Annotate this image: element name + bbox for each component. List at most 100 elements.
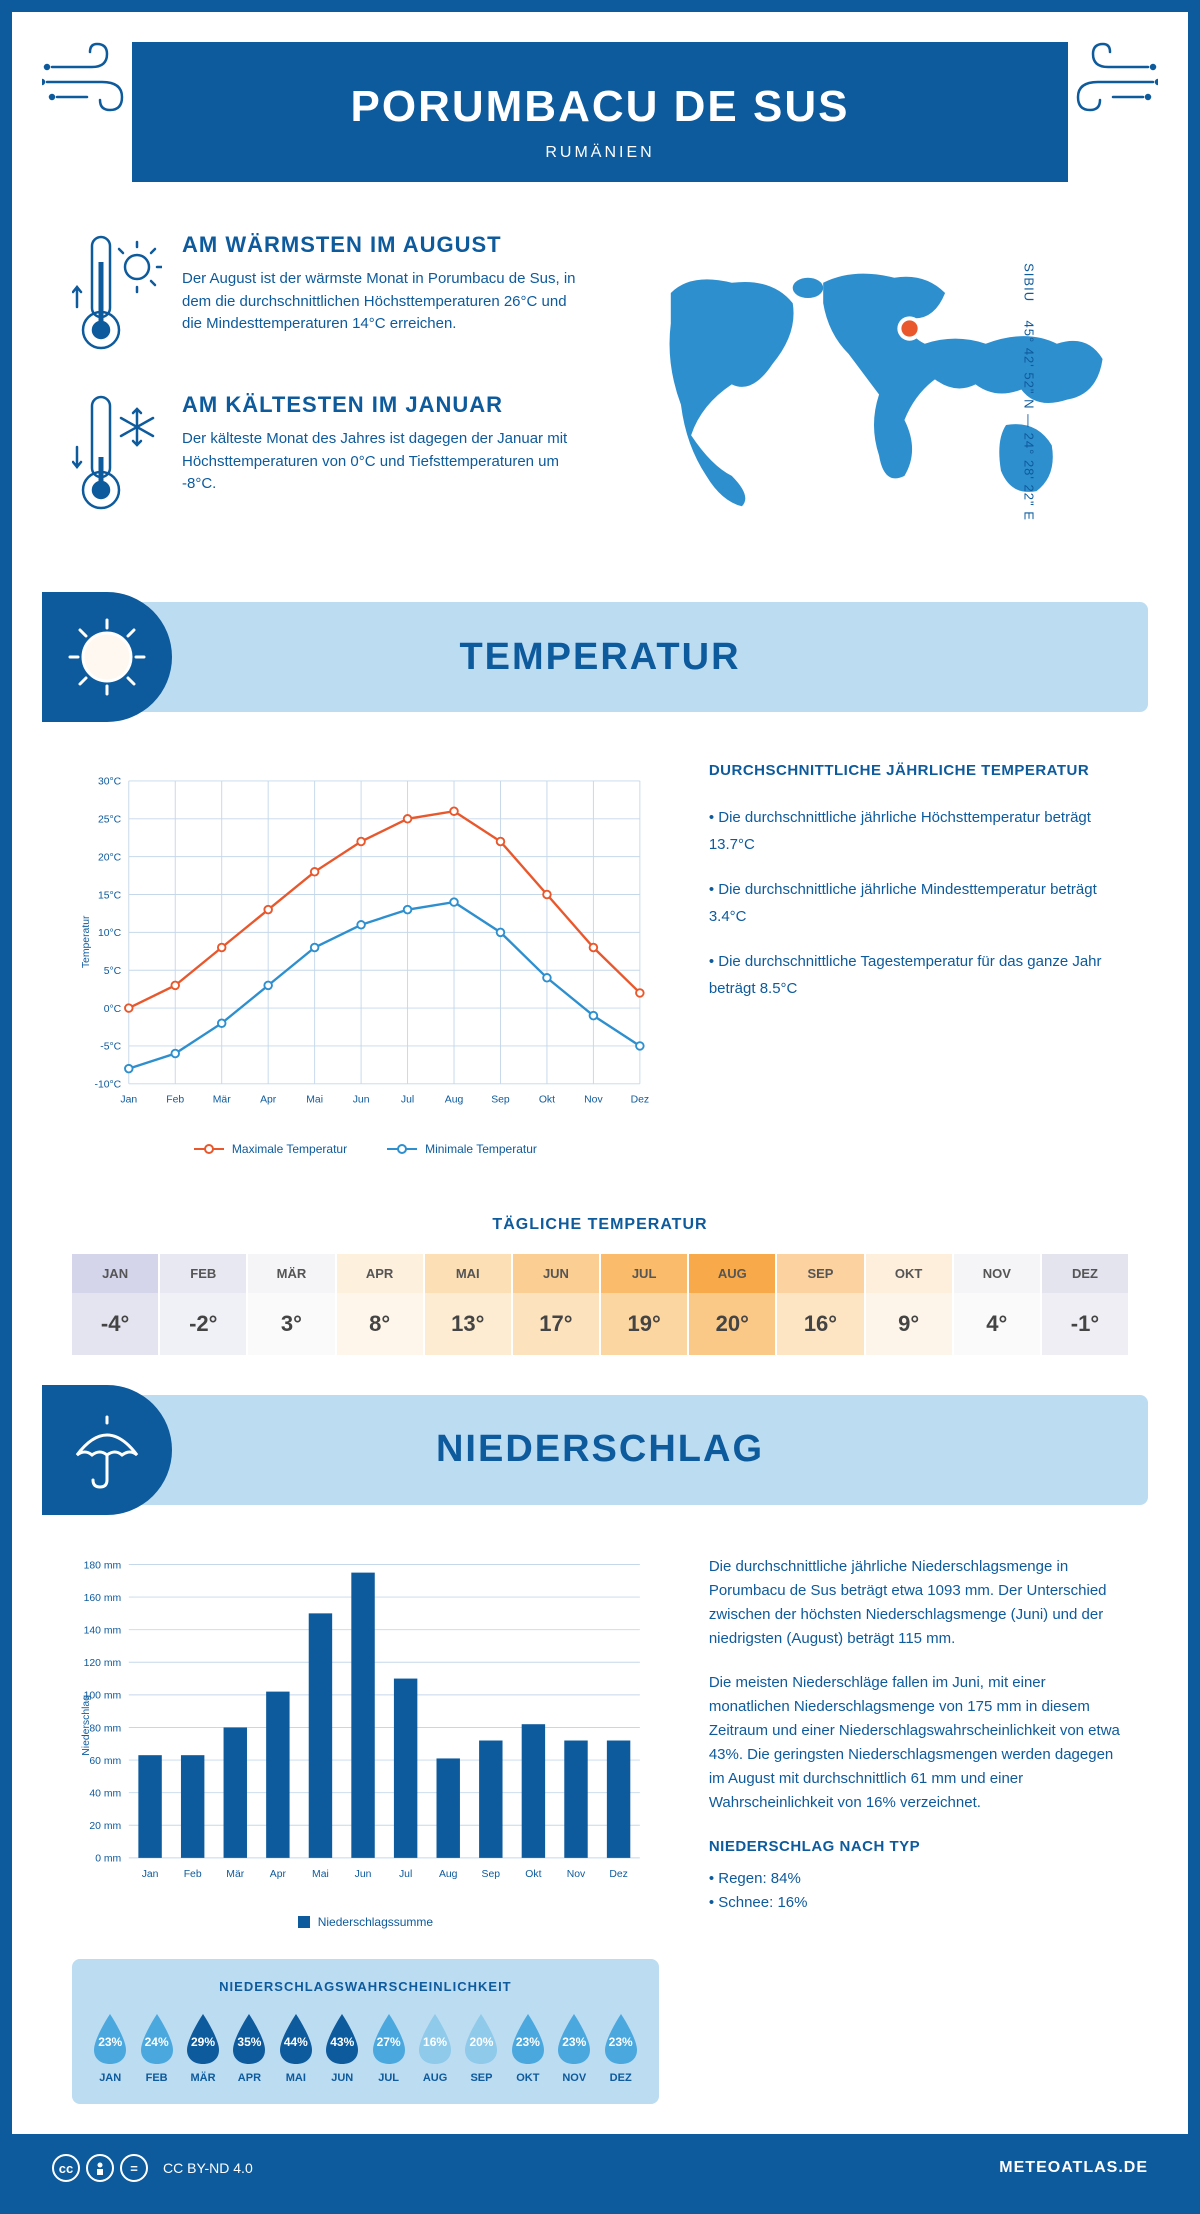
license-label: CC BY-ND 4.0 bbox=[163, 2160, 253, 2176]
svg-text:Mai: Mai bbox=[306, 1095, 323, 1106]
probability-item: 23%NOV bbox=[551, 2012, 597, 2084]
temp-cell-value: 9° bbox=[866, 1293, 952, 1355]
probability-item: 35%APR bbox=[226, 2012, 272, 2084]
temp-cell-month: APR bbox=[337, 1254, 423, 1293]
precipitation-chart-svg: 0 mm20 mm40 mm60 mm80 mm100 mm120 mm140 … bbox=[72, 1555, 659, 1896]
wind-icon-right bbox=[1058, 42, 1158, 122]
legend-max: .legend-item:nth-child(1) .legend-line::… bbox=[194, 1142, 347, 1156]
temp-cell-month: DEZ bbox=[1042, 1254, 1128, 1293]
daily-temp-title: TÄGLICHE TEMPERATUR bbox=[12, 1216, 1188, 1234]
probability-item: 43%JUN bbox=[319, 2012, 365, 2084]
precip-legend-label: Niederschlagssumme bbox=[318, 1915, 433, 1929]
drop-icon: 23% bbox=[552, 2012, 596, 2066]
drop-icon: 35% bbox=[227, 2012, 271, 2066]
precip-p2: Die meisten Niederschläge fallen im Juni… bbox=[709, 1671, 1128, 1815]
probability-item: 29% MÄR bbox=[180, 2012, 226, 2084]
temperature-chart: -10°C-5°C0°C5°C10°C15°C20°C25°C30°CJanFe… bbox=[72, 762, 659, 1156]
temp-cell: JAN-4° bbox=[72, 1254, 160, 1355]
temp-cell: FEB-2° bbox=[160, 1254, 248, 1355]
cc-icons: cc = bbox=[52, 2154, 148, 2182]
coldest-content: AM KÄLTESTEN IM JANUAR Der kälteste Mona… bbox=[182, 392, 580, 517]
svg-text:Feb: Feb bbox=[184, 1868, 202, 1879]
precipitation-left: 0 mm20 mm40 mm60 mm80 mm100 mm120 mm140 … bbox=[72, 1555, 659, 2105]
svg-text:Jun: Jun bbox=[353, 1095, 370, 1106]
svg-text:Apr: Apr bbox=[270, 1868, 287, 1879]
precip-legend-item: Niederschlagssumme bbox=[298, 1915, 433, 1929]
temperature-summary-heading: DURCHSCHNITTLICHE JÄHRLICHE TEMPERATUR bbox=[709, 762, 1128, 779]
temp-cell-value: 19° bbox=[601, 1293, 687, 1355]
svg-text:Apr: Apr bbox=[260, 1095, 277, 1106]
probability-box: NIEDERSCHLAGSWAHRSCHEINLICHKEIT 23%JAN24… bbox=[72, 1959, 659, 2104]
temp-cell-month: FEB bbox=[160, 1254, 246, 1293]
probability-month: MÄR bbox=[180, 2072, 226, 2084]
infographic-frame: PORUMBACU DE SUS RUMÄNIEN AM WÄRMSTEN IM… bbox=[0, 0, 1200, 2214]
wind-icon-left bbox=[42, 42, 142, 122]
temp-cell-value: 8° bbox=[337, 1293, 423, 1355]
svg-text:25°C: 25°C bbox=[98, 815, 122, 826]
probability-month: AUG bbox=[412, 2072, 458, 2084]
legend-max-label: Maximale Temperatur bbox=[232, 1142, 347, 1156]
drop-percent: 23% bbox=[562, 2035, 586, 2049]
temp-cell: OKT9° bbox=[866, 1254, 954, 1355]
probability-month: MAI bbox=[273, 2072, 319, 2084]
coldest-heading: AM KÄLTESTEN IM JANUAR bbox=[182, 392, 580, 418]
svg-text:0 mm: 0 mm bbox=[95, 1853, 121, 1864]
drop-percent: 23% bbox=[609, 2035, 633, 2049]
cc-icon: cc bbox=[52, 2154, 80, 2182]
svg-text:Niederschlag: Niederschlag bbox=[81, 1694, 92, 1755]
temp-cell-value: 3° bbox=[248, 1293, 334, 1355]
temp-cell-month: JUN bbox=[513, 1254, 599, 1293]
temp-cell-month: SEP bbox=[777, 1254, 863, 1293]
svg-text:Jul: Jul bbox=[399, 1868, 412, 1879]
precipitation-text: Die durchschnittliche jährliche Niedersc… bbox=[709, 1555, 1128, 2105]
precipitation-legend: Niederschlagssumme bbox=[72, 1915, 659, 1929]
warmest-text: Der August ist der wärmste Monat in Poru… bbox=[182, 268, 580, 336]
thermometer-hot-icon bbox=[72, 232, 162, 357]
warmest-block: AM WÄRMSTEN IM AUGUST Der August ist der… bbox=[72, 232, 580, 357]
temp-cell: NOV4° bbox=[954, 1254, 1042, 1355]
svg-text:60 mm: 60 mm bbox=[89, 1756, 121, 1767]
temp-cell: AUG20° bbox=[689, 1254, 777, 1355]
precip-type-heading: NIEDERSCHLAG NACH TYP bbox=[709, 1835, 1128, 1859]
coldest-block: AM KÄLTESTEN IM JANUAR Der kälteste Mona… bbox=[72, 392, 580, 517]
drop-percent: 43% bbox=[330, 2035, 354, 2049]
header-wrap: PORUMBACU DE SUS RUMÄNIEN bbox=[12, 12, 1188, 182]
coldest-text: Der kälteste Monat des Jahres ist dagege… bbox=[182, 428, 580, 496]
coords-value: 45° 42' 52" N — 24° 28' 22" E bbox=[1022, 321, 1037, 521]
drop-icon: 29% bbox=[181, 2012, 225, 2066]
precipitation-section: 0 mm20 mm40 mm60 mm80 mm100 mm120 mm140 … bbox=[12, 1525, 1188, 2135]
svg-text:140 mm: 140 mm bbox=[84, 1625, 122, 1636]
legend-min: .legend-item:nth-child(2) .legend-line::… bbox=[387, 1142, 537, 1156]
drop-icon: 23% bbox=[599, 2012, 643, 2066]
intro-section: AM WÄRMSTEN IM AUGUST Der August ist der… bbox=[12, 182, 1188, 582]
svg-text:Mai: Mai bbox=[312, 1868, 329, 1879]
drop-percent: 27% bbox=[377, 2035, 401, 2049]
svg-text:Temperatur: Temperatur bbox=[81, 915, 92, 968]
probability-month: FEB bbox=[133, 2072, 179, 2084]
temp-cell: APR8° bbox=[337, 1254, 425, 1355]
drop-percent: 16% bbox=[423, 2035, 447, 2049]
svg-text:Okt: Okt bbox=[525, 1868, 541, 1879]
temperature-legend: .legend-item:nth-child(1) .legend-line::… bbox=[72, 1142, 659, 1156]
temperature-banner-title: TEMPERATUR bbox=[459, 636, 740, 679]
precipitation-banner: NIEDERSCHLAG bbox=[52, 1395, 1148, 1505]
svg-text:Jan: Jan bbox=[142, 1868, 159, 1879]
drop-icon: 27% bbox=[367, 2012, 411, 2066]
probability-item: 44%MAI bbox=[273, 2012, 319, 2084]
probability-item: 27%JUL bbox=[365, 2012, 411, 2084]
temperature-bullets: • Die durchschnittliche jährliche Höchst… bbox=[709, 804, 1128, 1002]
svg-text:Aug: Aug bbox=[439, 1868, 458, 1879]
probability-month: OKT bbox=[505, 2072, 551, 2084]
temp-cell-month: NOV bbox=[954, 1254, 1040, 1293]
precipitation-banner-title: NIEDERSCHLAG bbox=[436, 1428, 764, 1471]
probability-item: 23%DEZ bbox=[597, 2012, 643, 2084]
temp-cell-month: JUL bbox=[601, 1254, 687, 1293]
region-label: SIBIU bbox=[1022, 263, 1037, 302]
svg-text:160 mm: 160 mm bbox=[84, 1593, 122, 1604]
svg-text:Mär: Mär bbox=[213, 1095, 231, 1106]
svg-text:15°C: 15°C bbox=[98, 890, 122, 901]
world-map-icon bbox=[620, 232, 1128, 516]
svg-text:120 mm: 120 mm bbox=[84, 1658, 122, 1669]
svg-text:40 mm: 40 mm bbox=[89, 1788, 121, 1799]
precip-p1: Die durchschnittliche jährliche Niedersc… bbox=[709, 1555, 1128, 1651]
